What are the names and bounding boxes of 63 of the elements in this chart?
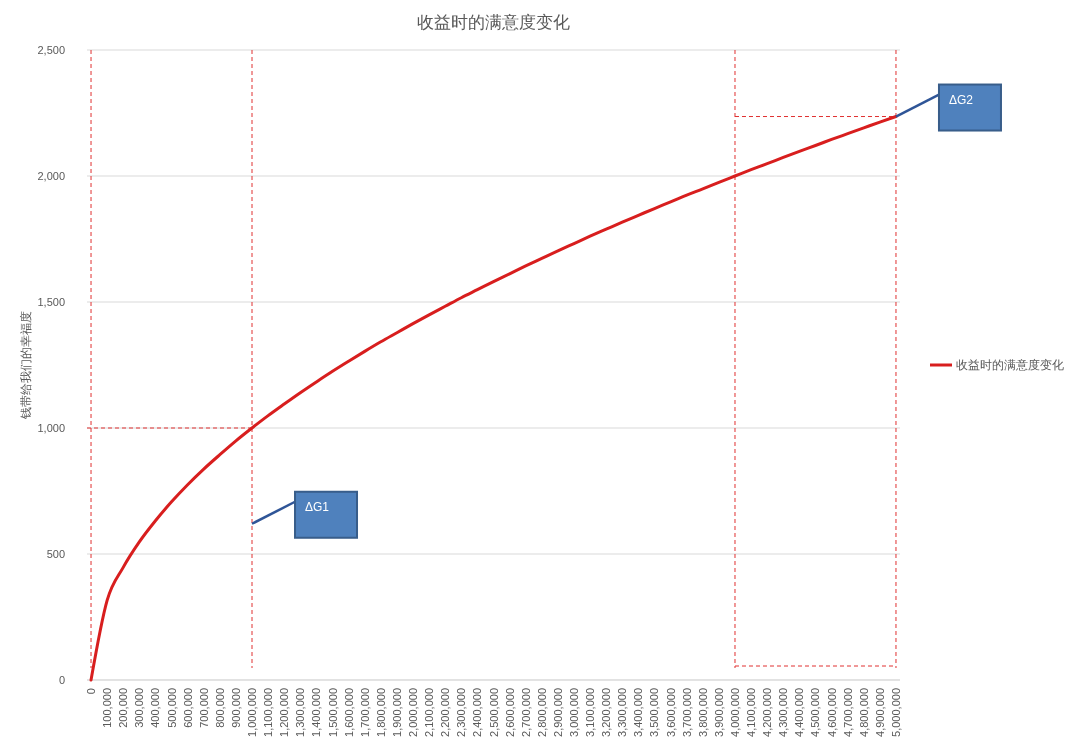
legend-label: 收益时的满意度变化 <box>956 358 1064 372</box>
x-tick-label: 5,000,000 <box>889 688 902 737</box>
x-tick-label: 4,600,000 <box>825 688 838 737</box>
x-tick-label: 1,500,000 <box>326 688 339 737</box>
x-tick-label: 2,200,000 <box>439 688 452 737</box>
x-tick-label: 900,000 <box>229 688 242 728</box>
x-tick-label: 4,400,000 <box>793 688 806 737</box>
x-tick-label: 2,100,000 <box>423 688 436 737</box>
y-tick-label: 1,500 <box>37 296 65 308</box>
x-tick-label: 1,100,000 <box>262 688 275 737</box>
x-tick-label: 4,900,000 <box>873 688 886 737</box>
x-tick-label: 2,900,000 <box>551 688 564 737</box>
x-tick-label: 1,200,000 <box>278 688 291 737</box>
x-tick-label: 1,700,000 <box>358 688 371 737</box>
x-tick-label: 2,000,000 <box>407 688 419 737</box>
x-tick-label: 2,700,000 <box>519 688 532 737</box>
x-tick-label: 4,100,000 <box>745 688 758 737</box>
y-tick-label: 2,000 <box>37 170 65 182</box>
x-tick-label: 1,800,000 <box>374 688 387 737</box>
annotation: ΔG1 <box>305 499 330 514</box>
x-tick-label: 700,000 <box>197 688 210 728</box>
x-tick-label: 3,100,000 <box>584 688 597 737</box>
x-tick-label: 3,700,000 <box>680 688 693 737</box>
x-tick-label: 1,900,000 <box>390 688 403 737</box>
line-series <box>89 115 898 682</box>
x-tick-label: 600,000 <box>181 688 194 728</box>
x-tick-label: 2,600,000 <box>503 688 516 737</box>
x-tick-label: 4,700,000 <box>841 688 854 737</box>
x-tick-label: 3,400,000 <box>632 688 645 737</box>
x-tick-label: 2,500,000 <box>487 688 500 737</box>
x-tick-label: 1,600,000 <box>342 688 355 737</box>
x-tick-label: 1,300,000 <box>294 688 307 737</box>
x-tick-label: 3,600,000 <box>664 688 677 737</box>
x-tick-label: 1,000,000 <box>246 688 259 737</box>
annotation: ΔG2 <box>948 92 974 107</box>
x-tick-label: 3,500,000 <box>648 688 661 737</box>
x-tick-label: 0 <box>85 688 98 695</box>
y-tick-label: 0 <box>58 674 65 686</box>
x-tick-label: 2,300,000 <box>455 688 468 737</box>
chart-title: 收益时的满意度变化 <box>417 13 570 32</box>
x-tick-label: 3,200,000 <box>600 688 613 737</box>
x-tick-label: 800,000 <box>213 688 226 728</box>
x-tick-label: 2,400,000 <box>471 688 484 737</box>
x-tick-label: 3,900,000 <box>712 688 725 737</box>
x-tick-label: 100,000 <box>101 688 114 728</box>
x-tick-label: 4,800,000 <box>857 688 870 737</box>
x-tick-label: 1,400,000 <box>310 688 323 737</box>
y-tick-label: 2,500 <box>37 44 65 56</box>
x-tick-label: 2,800,000 <box>535 688 548 737</box>
x-tick-label: 4,300,000 <box>777 688 790 737</box>
x-tick-label: 3,000,000 <box>568 688 580 737</box>
x-tick-label: 3,800,000 <box>696 688 709 737</box>
x-tick-label: 4,000,000 <box>728 688 741 737</box>
x-tick-label: 400,000 <box>149 688 162 728</box>
x-tick-label: 4,200,000 <box>761 688 774 737</box>
y-tick-label: 1,000 <box>37 422 65 434</box>
x-tick-label: 200,000 <box>117 688 130 728</box>
x-tick-label: 300,000 <box>133 688 146 728</box>
x-tick-label: 500,000 <box>165 688 178 728</box>
x-tick-label: 3,300,000 <box>616 688 629 737</box>
y-tick-label: 500 <box>46 548 65 560</box>
x-tick-label: 4,500,000 <box>809 688 822 737</box>
y-axis-title: 钱带给我们的幸福度 <box>19 311 33 420</box>
